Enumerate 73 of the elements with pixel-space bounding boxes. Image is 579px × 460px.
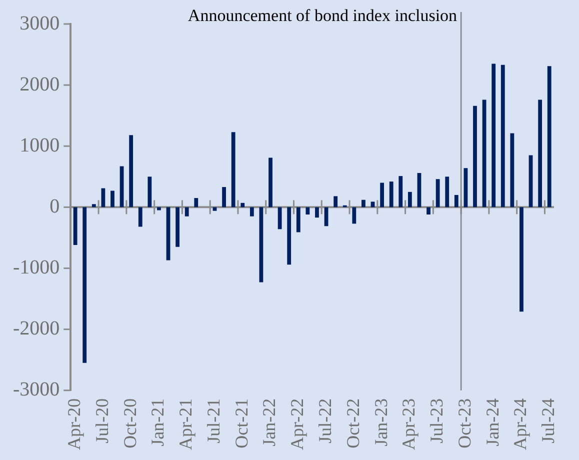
bar <box>547 66 552 208</box>
x-tick-label: Apr-23 <box>398 398 419 450</box>
x-tick-label: Jan-21 <box>148 398 168 446</box>
x-tick-label: Jul-22 <box>315 398 336 444</box>
bar <box>73 207 78 246</box>
bar <box>138 207 142 227</box>
bar <box>194 198 198 208</box>
bar <box>315 207 319 218</box>
bar <box>166 207 170 260</box>
y-tick-label: 2000 <box>20 73 60 96</box>
bar <box>482 100 486 208</box>
bar <box>157 207 161 210</box>
bar <box>352 207 356 224</box>
x-tick-label: Jan-22 <box>259 398 280 446</box>
bar <box>398 176 403 208</box>
x-tick-label: Oct-22 <box>342 398 363 448</box>
bar <box>324 207 328 226</box>
bar <box>240 202 245 208</box>
bar <box>408 192 412 208</box>
x-tick-label: Oct-21 <box>231 398 252 448</box>
x-tick-label: Jan-23 <box>370 398 391 446</box>
x-tick-label: Apr-21 <box>176 398 196 450</box>
bar <box>101 188 106 208</box>
bar <box>176 207 180 247</box>
bar <box>500 64 505 208</box>
bar <box>148 176 152 208</box>
bar <box>110 190 114 208</box>
bar <box>445 176 450 208</box>
x-tick-label: Apr-20 <box>64 398 84 450</box>
bar <box>464 168 468 208</box>
x-tick-label: Oct-20 <box>120 398 140 448</box>
y-tick-label: 1000 <box>20 134 60 156</box>
bar <box>184 207 189 216</box>
bar <box>268 158 272 208</box>
bar <box>296 207 300 232</box>
bar <box>92 204 96 208</box>
x-tick-label: Jul-20 <box>92 398 112 444</box>
y-tick-label: 3000 <box>20 12 60 34</box>
bar <box>334 196 338 208</box>
bar <box>259 207 264 282</box>
x-tick-label: Jul-23 <box>426 398 447 444</box>
bar <box>436 179 440 208</box>
bar <box>278 207 282 230</box>
bar <box>231 132 236 208</box>
bar <box>520 207 524 312</box>
bar <box>250 207 254 216</box>
bar <box>510 133 514 208</box>
ref-line-label: Announcement of bond index inclusion <box>188 6 458 25</box>
x-tick-label: Apr-24 <box>510 398 530 450</box>
bar <box>492 64 496 208</box>
bar <box>473 106 477 208</box>
bar <box>222 187 226 208</box>
bar <box>306 207 310 215</box>
bar <box>129 135 134 208</box>
bar <box>370 202 375 208</box>
y-tick-label: -1000 <box>12 256 60 278</box>
x-tick-label: Jul-24 <box>538 398 558 444</box>
x-tick-label: Oct-23 <box>454 398 474 448</box>
bar <box>389 182 394 208</box>
bar <box>538 100 542 208</box>
y-tick-label: -2000 <box>12 318 60 340</box>
bar <box>82 207 87 363</box>
x-tick-label: Jul-21 <box>203 398 224 444</box>
y-tick-label: -3000 <box>12 378 60 401</box>
bar <box>212 207 217 211</box>
y-tick-label: 0 <box>50 195 60 218</box>
bar <box>454 194 458 208</box>
bar <box>287 207 292 265</box>
bar <box>362 200 366 208</box>
x-tick-label: Jan-24 <box>482 398 502 446</box>
bar <box>426 207 430 215</box>
x-tick-label: Apr-22 <box>287 398 308 450</box>
bar <box>380 182 384 208</box>
